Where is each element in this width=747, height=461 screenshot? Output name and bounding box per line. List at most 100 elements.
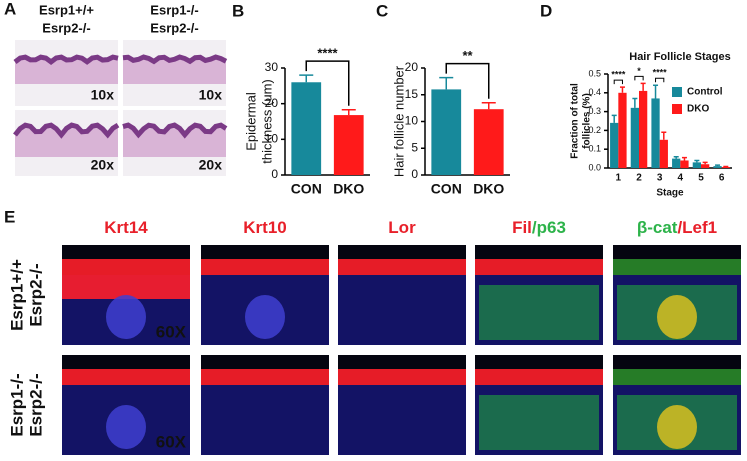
- x-tick-label: 3: [657, 173, 663, 184]
- legend-label: DKO: [687, 104, 709, 115]
- stain-name: Krt14: [104, 218, 148, 237]
- hair-follicle: [106, 405, 146, 449]
- y-tick-label: 0.0: [588, 162, 601, 172]
- error-bar: [723, 165, 729, 168]
- bar: [672, 158, 681, 168]
- x-tick-label: 5: [698, 173, 704, 184]
- x-tick-label: DKO: [333, 181, 364, 197]
- bar: [618, 92, 627, 168]
- column-header: Esrp1-/-: [150, 2, 198, 17]
- stain-name: β-cat: [637, 218, 678, 237]
- error-bar: [661, 131, 667, 140]
- significance: ****: [653, 68, 668, 78]
- dapi-layer: [201, 385, 329, 455]
- magnification: 60X: [156, 432, 187, 451]
- bar: [680, 160, 689, 168]
- y-tick-label: 0.4: [588, 87, 601, 97]
- error-bar: [619, 86, 625, 93]
- magnification: 60X: [156, 322, 187, 341]
- error-bar: [611, 114, 617, 123]
- error-bar: [640, 82, 646, 91]
- hair-follicle: [657, 295, 697, 339]
- epidermis-band: [122, 54, 228, 65]
- x-tick-label: DKO: [473, 181, 504, 197]
- magnification: 10x: [199, 87, 223, 103]
- significance-bracket: [445, 62, 490, 99]
- column-header: Esrp1+/+: [39, 2, 94, 17]
- error-bar: [439, 76, 454, 90]
- panel-label: E: [4, 207, 15, 226]
- significance-bracket: [655, 77, 665, 83]
- error-bar: [702, 161, 708, 165]
- chart-title: Hair Follicle Stages: [629, 51, 730, 63]
- stain-name: /Lef1: [677, 218, 717, 237]
- stain-band: [613, 369, 741, 385]
- bar: [291, 82, 322, 175]
- stain-band: [613, 259, 741, 275]
- stain-header: Fil/p63: [512, 218, 566, 237]
- row-label: Esrp2-/-: [26, 373, 45, 436]
- epidermis: [123, 57, 226, 84]
- significance-bracket: [613, 79, 623, 85]
- bar: [630, 107, 639, 168]
- bar: [713, 166, 722, 168]
- stain-band: [201, 369, 329, 385]
- dapi-layer: [338, 385, 466, 455]
- stain-header: Krt14: [104, 218, 148, 237]
- error-bar: [653, 84, 659, 99]
- x-tick-label: 4: [678, 173, 684, 184]
- error-bar: [681, 156, 687, 161]
- stain-band: [475, 369, 603, 385]
- x-tick-label: 6: [719, 173, 725, 184]
- y-tick-label: 0: [271, 167, 278, 181]
- hair-follicle: [106, 295, 146, 339]
- y-axis-label: thickness (um): [259, 79, 274, 164]
- magnification: 10x: [91, 87, 115, 103]
- row-label: Esrp1-/-: [7, 373, 26, 436]
- x-tick-label: CON: [291, 181, 322, 197]
- row-label: Esrp2-/-: [26, 263, 45, 326]
- error-bar: [673, 155, 679, 159]
- error-bar: [299, 74, 314, 83]
- dapi-layer: [338, 275, 466, 345]
- y-axis-label: follicles (%): [582, 93, 593, 149]
- legend-swatch: [672, 87, 682, 97]
- stain-header: Krt10: [243, 218, 286, 237]
- bar: [659, 139, 668, 168]
- stain-name: /p63: [532, 218, 566, 237]
- error-bar: [694, 159, 700, 163]
- stain-name: Fil: [512, 218, 532, 237]
- stain-band: [201, 259, 329, 275]
- column-header: Esrp2-/-: [150, 20, 198, 35]
- y-tick-label: 20: [265, 96, 279, 110]
- panel-label: D: [540, 1, 552, 20]
- stain-header: Lor: [388, 218, 416, 237]
- x-tick-label: 1: [616, 173, 622, 184]
- stain-band: [338, 259, 466, 275]
- row-label: Esrp1+/+: [7, 259, 26, 331]
- bar: [473, 109, 504, 175]
- error-bar: [481, 102, 496, 110]
- bar: [639, 90, 648, 168]
- stain-band: [475, 259, 603, 275]
- y-tick-label: 10: [265, 132, 279, 146]
- bar: [651, 98, 660, 168]
- x-axis-label: Stage: [656, 188, 684, 199]
- y-tick-label: 20: [405, 60, 419, 74]
- epidermis-band: [13, 54, 119, 66]
- error-bar: [632, 97, 638, 108]
- bar: [701, 164, 710, 168]
- y-tick-label: 15: [405, 87, 419, 101]
- stain-band: [338, 369, 466, 385]
- stain-header: β-cat/Lef1: [637, 218, 717, 237]
- bar: [721, 167, 730, 168]
- y-tick-label: 0.2: [588, 125, 601, 135]
- epidermis-band: [122, 122, 228, 139]
- y-axis-label: Fraction of total: [570, 83, 581, 159]
- stain-name: Krt10: [243, 218, 286, 237]
- y-tick-label: 5: [411, 140, 418, 154]
- column-header: Esrp2-/-: [42, 20, 90, 35]
- green-layer: [479, 285, 599, 340]
- panel-label: C: [376, 1, 388, 20]
- significance: ****: [317, 46, 338, 61]
